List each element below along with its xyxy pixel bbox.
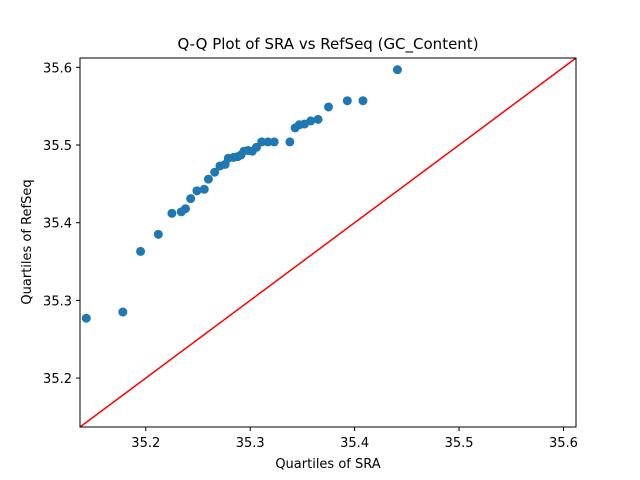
plot-marks bbox=[79, 57, 577, 428]
data-point-0 bbox=[81, 313, 91, 323]
x-axis: 35.2 35.3 35.4 35.5 35.6 bbox=[131, 427, 578, 451]
data-point-33 bbox=[358, 96, 368, 106]
chart-title: Q-Q Plot of SRA vs RefSeq (GC_Content) bbox=[177, 35, 478, 54]
data-point-29 bbox=[306, 116, 316, 126]
y-tick-label-4: 35.6 bbox=[43, 61, 72, 76]
data-point-8 bbox=[192, 186, 202, 196]
data-point-6 bbox=[180, 204, 190, 214]
data-point-3 bbox=[153, 229, 163, 239]
data-point-10 bbox=[203, 174, 213, 184]
data-point-25 bbox=[285, 137, 295, 147]
data-point-9 bbox=[199, 184, 209, 194]
x-tick-label-0: 35.2 bbox=[131, 436, 160, 451]
data-point-7 bbox=[186, 194, 196, 204]
x-tick-label-3: 35.5 bbox=[445, 436, 474, 451]
x-axis-label: Quartiles of SRA bbox=[275, 457, 380, 472]
y-axis-label: Quartiles of RefSeq bbox=[20, 179, 35, 304]
data-point-34 bbox=[392, 65, 402, 75]
data-point-31 bbox=[324, 102, 334, 112]
data-point-2 bbox=[136, 246, 146, 256]
data-point-22 bbox=[257, 137, 267, 147]
x-tick-label-2: 35.4 bbox=[340, 436, 369, 451]
y-tick-label-3: 35.5 bbox=[43, 139, 72, 154]
x-tick-label-4: 35.6 bbox=[549, 436, 578, 451]
data-point-4 bbox=[167, 208, 177, 218]
reference-line bbox=[79, 57, 577, 428]
data-point-11 bbox=[210, 167, 220, 177]
y-tick-label-1: 35.3 bbox=[43, 294, 72, 309]
data-point-1 bbox=[118, 307, 128, 317]
y-tick-label-0: 35.2 bbox=[43, 372, 72, 387]
y-axis: 35.2 35.3 35.4 35.5 35.6 bbox=[43, 61, 80, 387]
y-tick-label-2: 35.4 bbox=[43, 217, 72, 232]
x-tick-label-1: 35.3 bbox=[236, 436, 265, 451]
data-point-30 bbox=[313, 114, 323, 124]
data-point-23 bbox=[263, 137, 273, 147]
data-point-24 bbox=[269, 137, 279, 147]
data-point-32 bbox=[342, 96, 352, 106]
plot-frame bbox=[79, 57, 577, 428]
